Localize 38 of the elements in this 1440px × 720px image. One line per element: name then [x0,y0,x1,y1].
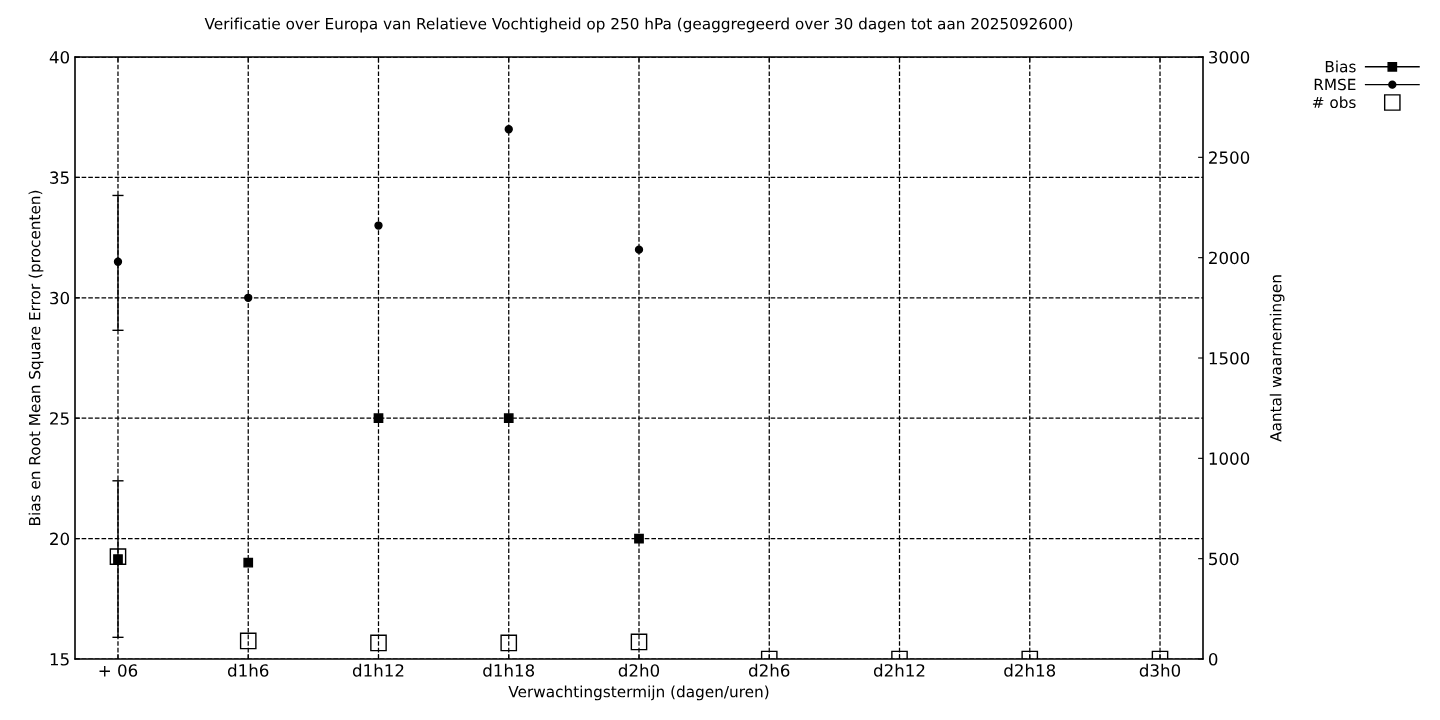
x-tick-label: d1h18 [483,663,535,677]
x-tick-label: d2h12 [873,663,925,677]
y2-tick-label: 1500 [1209,351,1250,365]
y-tick-label: 20 [50,532,70,546]
y-axis-title: Bias en Root Mean Square Error (procenten) [28,190,44,525]
point [374,221,383,230]
y2-tick-label: 3000 [1209,50,1250,64]
legend-label: RMSE [1314,78,1356,91]
y-tick-label: 40 [49,50,70,64]
point [504,125,513,134]
y2-tick-label: 500 [1209,552,1239,566]
y-tick-label: 30 [50,291,70,305]
y-tick-label: 35 [50,171,69,184]
x-tick-label: d2h6 [749,663,790,677]
x-tick-label: d1h12 [352,663,404,677]
y-tick-label: 25 [50,412,69,425]
x-tick-label: d3h0 [1139,663,1181,677]
y2-tick-label: 0 [1208,652,1218,666]
point [373,413,384,424]
x-tick-label: d1h6 [227,663,269,677]
y2-tick-label: 1000 [1209,452,1250,465]
y-tick-label: 15 [50,653,69,666]
point [634,245,644,254]
point [503,413,514,424]
point [243,557,254,568]
legend-label: Bias [1325,60,1356,73]
x-axis-title: Verwachtingstermijn (dagen/uren) [508,685,769,701]
chart-title: Verificatie over Europa van Relatieve Vochtigheid op 250 hPa (geaggregeerd over 30 dagen tot aan 2025092600) [204,17,1073,33]
y2-tick-label: 2000 [1209,251,1250,265]
point [634,533,644,544]
point [244,293,253,302]
x-tick-label: d2h0 [618,663,660,677]
y2-tick-label: 2500 [1209,151,1250,164]
point [113,257,123,266]
x-tick-label: + 06 [99,664,138,677]
y2-axis-title: Aantal waarnemingen [1269,275,1285,442]
legend-label: # obs [1312,96,1356,109]
x-tick-label: d2h18 [1004,663,1056,677]
